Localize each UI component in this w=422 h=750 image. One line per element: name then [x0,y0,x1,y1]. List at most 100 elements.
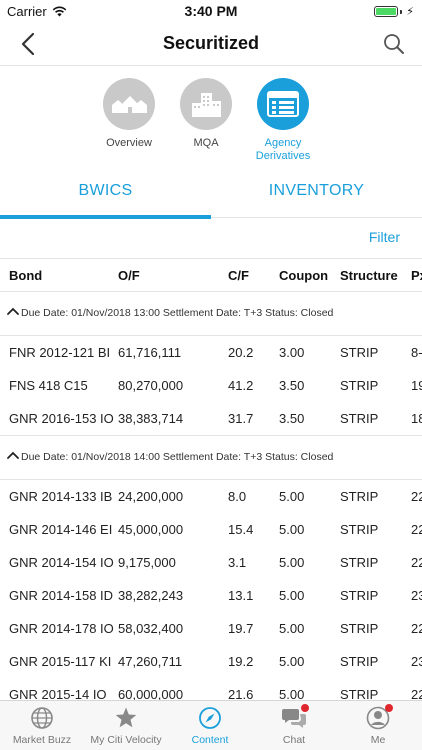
cell-structure: STRIP [340,411,379,426]
chevron-up-icon [7,307,19,315]
column-header-structure[interactable]: Structure [340,268,398,283]
cell-cf: 19.2 [228,654,254,669]
chevron-up-icon [7,451,19,459]
person-icon [365,704,393,731]
cell-px: 22 [411,522,422,537]
cell-coupon: 5.00 [279,654,305,669]
cell-of: 80,270,000 [118,378,184,393]
table-row[interactable]: GNR 2015-117 KI 47,260,711 19.2 5.00 STR… [0,645,422,678]
cell-structure: STRIP [340,555,379,570]
cell-px: 22 [411,687,422,702]
grid-table-icon [257,78,309,130]
tab-my-citi-velocity[interactable]: My Citi Velocity [84,705,168,746]
group-header-text: Due Date: 01/Nov/2018 14:00 Settlement D… [21,451,334,463]
cell-coupon: 3.50 [279,411,305,426]
cell-coupon: 5.00 [279,555,305,570]
buildings-icon [180,78,232,130]
chat-bubbles-icon [281,704,309,731]
wifi-icon [52,6,66,17]
cell-bond: GNR 2015-117 KI [9,654,112,669]
category-mqa[interactable]: MQA [166,78,246,150]
tab-market-buzz[interactable]: Market Buzz [0,705,84,746]
table-row[interactable]: GNR 2015-14 IO 60,000,000 21.6 5.00 STRI… [0,678,422,711]
cell-cf: 19.7 [228,621,254,636]
cell-cf: 21.6 [228,687,254,702]
cell-px: 19 [411,378,422,393]
status-time: 3:40 PM [184,3,238,19]
cell-structure: STRIP [340,489,379,504]
cell-cf: 15.4 [228,522,254,537]
search-icon [384,34,404,54]
tab-chat[interactable]: Chat [252,704,336,746]
cell-bond: GNR 2015-14 IO [9,687,107,702]
filter-button[interactable]: Filter [368,229,400,245]
table-row[interactable]: GNR 2016-153 IO 38,383,714 31.7 3.50 STR… [0,402,422,435]
cell-bond: GNR 2014-146 EI [9,522,113,537]
table-row[interactable]: FNR 2012-121 BI 61,716,111 20.2 3.00 STR… [0,336,422,369]
cell-bond: FNR 2012-121 BI [9,345,111,360]
category-label: MQA [193,137,219,149]
cell-structure: STRIP [340,687,379,702]
bwic-group-header[interactable]: Due Date: 01/Nov/2018 14:00 Settlement D… [0,436,422,480]
cell-bond: GNR 2014-178 IO [9,621,114,636]
cell-coupon: 3.50 [279,378,305,393]
page-title: Securitized [162,33,260,53]
cell-cf: 3.1 [228,555,247,570]
category-overview[interactable]: Overview [89,78,169,150]
carrier-label: Carrier [7,4,47,19]
table-row[interactable]: FNS 418 C15 80,270,000 41.2 3.50 STRIP 1… [0,369,422,402]
cell-bond: GNR 2014-154 IO [9,555,114,570]
compass-icon [197,705,223,731]
cell-px: 23 [411,588,422,603]
cell-of: 38,282,243 [118,588,184,603]
category-selector: Overview MQA Ag [0,78,422,164]
cell-cf: 8.0 [228,489,247,504]
category-label: Agency Derivatives [255,137,311,162]
column-header-cf[interactable]: C/F [228,268,249,283]
column-header-of[interactable]: O/F [118,268,140,283]
table-row[interactable]: GNR 2014-133 IB 24,200,000 8.0 5.00 STRI… [0,480,422,513]
segment-tabs: BWICS INVENTORY [0,172,422,219]
table-row[interactable]: GNR 2014-146 EI 45,000,000 15.4 5.00 STR… [0,513,422,546]
cell-bond: GNR 2016-153 IO [9,411,114,426]
status-bar: Carrier 3:40 PM ⚡ [0,0,422,22]
cell-structure: STRIP [340,522,379,537]
battery-icon [374,6,399,17]
cell-structure: STRIP [340,621,379,636]
cell-px: 18 [411,411,422,426]
star-icon [113,705,139,731]
search-button[interactable] [380,30,408,58]
cell-coupon: 5.00 [279,621,305,636]
category-label: Overview [106,137,152,149]
column-header-bond[interactable]: Bond [9,268,43,283]
tab-inventory[interactable]: INVENTORY [211,172,422,218]
tab-content[interactable]: Content [168,705,252,746]
tab-bwics[interactable]: BWICS [0,172,211,219]
back-button[interactable] [14,30,42,58]
column-header-coupon[interactable]: Coupon [279,268,329,283]
navigation-bar: Securitized [0,22,422,66]
table-row[interactable]: GNR 2014-154 IO 9,175,000 3.1 5.00 STRIP… [0,546,422,579]
bwic-group-header[interactable]: Due Date: 01/Nov/2018 13:00 Settlement D… [0,292,422,336]
cell-bond: FNS 418 C15 [9,378,88,393]
cell-coupon: 5.00 [279,687,305,702]
cell-cf: 13.1 [228,588,254,603]
cell-of: 45,000,000 [118,522,184,537]
cell-of: 9,175,000 [118,555,176,570]
status-carrier: Carrier [7,4,67,19]
group-header-text: Due Date: 01/Nov/2018 13:00 Settlement D… [21,307,334,319]
cell-structure: STRIP [340,654,379,669]
table-header: Bond O/F C/F Coupon Structure Px [0,258,422,292]
tab-label: Market Buzz [12,734,72,746]
globe-icon [29,705,55,731]
cell-px: 8- [411,345,422,360]
column-header-px[interactable]: Px [411,268,422,283]
houses-icon [103,78,155,130]
notification-badge [301,704,309,712]
table-row[interactable]: GNR 2014-158 ID 38,282,243 13.1 5.00 STR… [0,579,422,612]
tab-me[interactable]: Me [336,704,420,746]
cell-bond: GNR 2014-133 IB [9,489,113,504]
category-agency-derivatives[interactable]: Agency Derivatives [243,78,323,163]
table-row[interactable]: GNR 2014-178 IO 58,032,400 19.7 5.00 STR… [0,612,422,645]
tab-label: Me [370,734,386,746]
